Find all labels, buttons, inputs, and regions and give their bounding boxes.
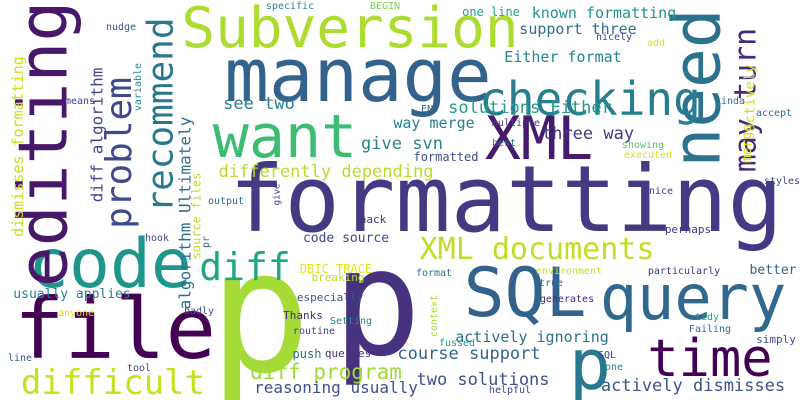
word: line — [7, 353, 33, 364]
word: Setting — [329, 316, 373, 327]
word: environment — [535, 266, 603, 277]
word: ENV — [420, 104, 440, 115]
word: XML — [484, 104, 594, 174]
word: code — [28, 225, 192, 304]
word: actively ignoring — [455, 327, 609, 346]
word: Failing — [688, 324, 732, 335]
word: nudge — [105, 22, 137, 33]
word: showing — [621, 140, 665, 151]
word: query — [599, 261, 787, 334]
word: context — [429, 294, 440, 338]
word: p — [568, 324, 612, 400]
word: kinda — [714, 96, 746, 107]
word: DBIC_TRACE — [299, 262, 373, 276]
word: differently depending — [218, 161, 434, 182]
word: support three — [519, 19, 637, 38]
word: manage — [224, 33, 492, 119]
word: especially — [296, 290, 364, 304]
word: breaking — [311, 270, 365, 284]
word: two solutions — [416, 369, 550, 390]
word: means — [64, 96, 96, 107]
word: three way — [541, 123, 635, 144]
word: code source — [302, 230, 390, 246]
word: styles — [763, 176, 800, 187]
word: nicely — [595, 32, 633, 43]
word: add — [646, 38, 666, 49]
word: reasoning usually — [254, 378, 418, 397]
word: anyone — [57, 308, 95, 319]
word: perhaps — [664, 222, 712, 236]
word: usually applies — [13, 286, 131, 302]
word: simply — [756, 332, 796, 346]
word: routine — [292, 326, 336, 337]
word: particularly — [647, 266, 721, 277]
word: queries — [324, 346, 372, 360]
word: p — [332, 217, 422, 389]
word: pr — [200, 235, 212, 249]
word: better — [749, 262, 797, 278]
word: tidy — [694, 312, 720, 323]
word: want — [212, 102, 358, 172]
word: diff algorithm — [87, 67, 107, 203]
word: one line — [462, 5, 520, 19]
word: give svn — [361, 133, 443, 154]
word: dismisses formatting — [8, 55, 27, 237]
word: generates — [539, 294, 595, 305]
word: diff program — [250, 359, 402, 384]
word: give — [272, 183, 283, 205]
word: formatting — [229, 146, 783, 253]
word: true — [538, 278, 564, 289]
word: p — [208, 214, 312, 400]
word: difficult — [20, 363, 206, 400]
word: multiple — [491, 118, 541, 129]
word: tool — [126, 363, 152, 374]
word: Thanks — [283, 308, 323, 322]
word: Either format — [504, 47, 622, 66]
word: see two — [223, 93, 295, 114]
word: XML documents — [419, 232, 655, 267]
word: time — [647, 329, 773, 389]
word: executed — [623, 150, 673, 161]
word: file — [13, 280, 217, 378]
word: course support — [397, 343, 541, 364]
word: best — [491, 138, 517, 149]
word: specific — [265, 1, 315, 12]
word: SQL — [597, 350, 617, 361]
word: accept — [755, 108, 793, 119]
word: solutions Either — [448, 97, 612, 118]
word: fussed — [438, 338, 476, 349]
word: BEGIN — [369, 1, 401, 12]
word: hook — [144, 233, 170, 244]
word: nice — [648, 186, 674, 197]
word: output — [207, 196, 245, 207]
word: actively dismisses — [600, 375, 786, 396]
word: hack — [359, 212, 387, 226]
word: variable — [133, 62, 145, 112]
word: push — [292, 347, 322, 361]
word: Subversion — [181, 0, 519, 61]
word: diff — [199, 245, 291, 289]
word: badly — [183, 306, 215, 317]
word: checking — [479, 72, 701, 126]
word: SQL — [463, 254, 587, 333]
word: known formatting — [531, 3, 677, 22]
word: format — [415, 268, 453, 279]
word: way merge — [393, 113, 475, 132]
word: formatted — [413, 150, 479, 164]
word: one — [604, 362, 624, 373]
word: helpful — [488, 385, 532, 396]
